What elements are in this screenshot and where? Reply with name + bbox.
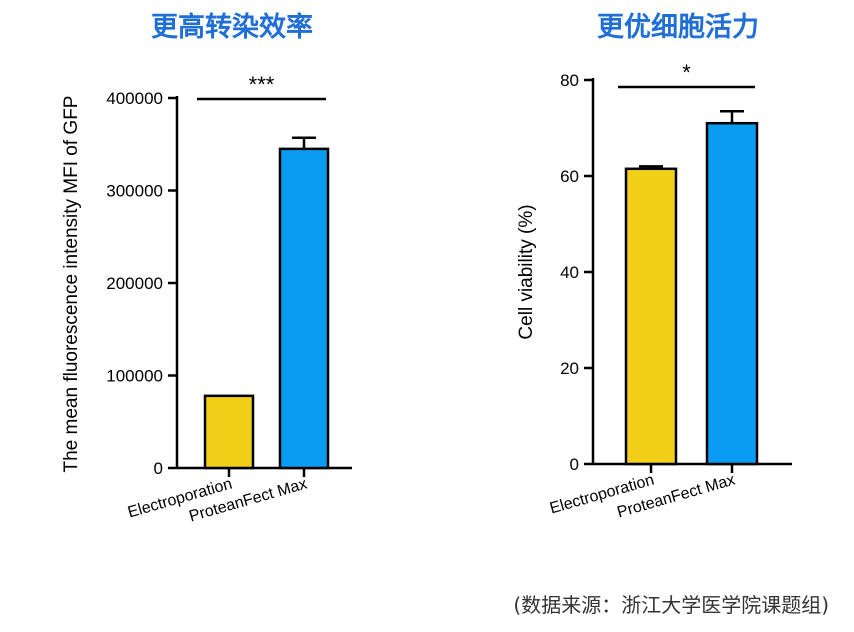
chart-title: 更优细胞活力 bbox=[597, 11, 759, 43]
chart-cell-viability: 更优细胞活力 Cell viability (%) 020406080Elect… bbox=[516, 11, 792, 521]
significance-label: *** bbox=[249, 72, 275, 97]
y-tick-label: 100000 bbox=[106, 367, 163, 386]
y-axis-title: The mean fluorescence intensity MFI of G… bbox=[61, 96, 82, 473]
bar-0 bbox=[203, 394, 255, 470]
y-tick-label: 200000 bbox=[106, 274, 163, 293]
y-tick-label: 0 bbox=[154, 459, 163, 478]
significance-label: * bbox=[682, 60, 691, 85]
chart-marks: 0100000200000300000400000Electroporation… bbox=[106, 72, 352, 525]
y-tick-label: 300000 bbox=[106, 182, 163, 201]
bar-1 bbox=[705, 121, 759, 466]
chart-title: 更高转染效率 bbox=[151, 11, 313, 43]
y-axis-title: Cell viability (%) bbox=[516, 204, 537, 339]
y-tick-label: 0 bbox=[570, 455, 579, 474]
source-note: (数据来源：浙江大学医学院课题组) bbox=[513, 593, 829, 617]
y-tick-label: 400000 bbox=[106, 89, 163, 108]
chart-transfection-efficiency: 更高转染效率 The mean fluorescence intensity M… bbox=[61, 11, 352, 525]
y-tick-label: 60 bbox=[560, 167, 579, 186]
bar-0 bbox=[624, 167, 678, 466]
y-tick-label: 20 bbox=[560, 359, 579, 378]
y-tick-label: 40 bbox=[560, 263, 579, 282]
y-tick-label: 80 bbox=[560, 71, 579, 90]
bar-1 bbox=[278, 147, 330, 470]
